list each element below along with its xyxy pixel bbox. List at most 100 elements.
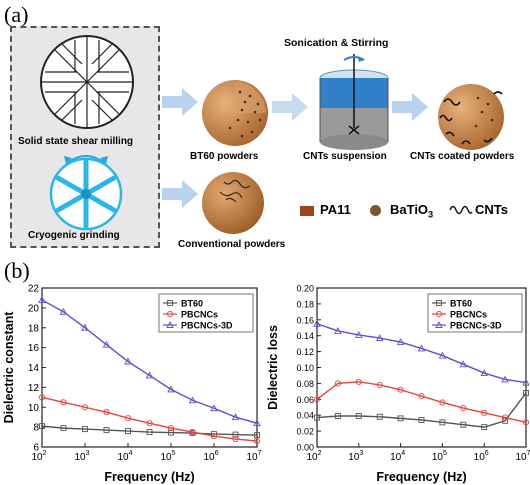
x-tick-label: 105: [432, 450, 447, 463]
data-point: [481, 424, 488, 431]
x-tick-label: 105: [160, 450, 175, 463]
data-point: [522, 378, 530, 386]
legend-marker: [167, 300, 173, 306]
x-tick-base: 10: [203, 452, 215, 463]
data-point: [232, 431, 239, 438]
x-tick-label: 107: [515, 450, 530, 463]
series-1: [313, 378, 530, 426]
x-axis-label: Frequency (Hz): [104, 470, 194, 484]
legend-label: PBCNCs: [181, 310, 218, 320]
data-point: [376, 413, 383, 420]
conventional-caption: Conventional powders: [178, 239, 286, 250]
cryogenic-wheel-icon: [49, 157, 123, 231]
y-tick-label: 18: [28, 323, 40, 334]
x-tick-base: 10: [246, 452, 258, 463]
legend-box: [427, 293, 523, 333]
x-tick-base: 10: [117, 452, 129, 463]
data-point: [418, 393, 425, 400]
x-tick-label: 106: [474, 450, 489, 463]
series-line: [41, 425, 258, 436]
x-axis-label: Frequency (Hz): [376, 470, 466, 484]
data-point: [481, 409, 488, 416]
process-caption: Sonication & Stirring: [284, 37, 389, 49]
data-point: [82, 426, 88, 433]
data-point: [254, 432, 260, 439]
x-tick-base: 10: [432, 452, 444, 463]
data-point: [168, 429, 174, 436]
x-tick-base: 10: [348, 452, 360, 463]
legend-marker: [435, 310, 443, 318]
coated-powder-sphere: [438, 84, 504, 150]
bt60-caption: BT60 powders: [190, 151, 259, 162]
series-2: [38, 295, 261, 427]
data-point: [103, 409, 110, 416]
data-point: [355, 330, 363, 338]
y-axis-label: Dielectric constant: [2, 311, 16, 424]
data-point: [376, 381, 383, 389]
x-tick-exponent: 5: [443, 450, 447, 457]
data-point: [102, 340, 111, 348]
y-tick-label: 0.00: [296, 443, 314, 453]
y-tick-label: 0.10: [296, 363, 314, 373]
data-point: [231, 413, 240, 421]
data-point: [397, 415, 404, 422]
data-point: [355, 378, 362, 385]
data-point: [439, 399, 446, 406]
legend-label: PBCNCs-3D: [181, 321, 233, 331]
batio3-dot: [370, 205, 381, 216]
panel-a-label: (a): [4, 2, 29, 27]
data-point: [375, 334, 384, 342]
y-tick-label: 14: [28, 363, 40, 374]
data-point: [232, 435, 239, 443]
legend-label: BT60: [450, 299, 472, 309]
y-tick-label: 20: [28, 303, 40, 314]
series-line: [316, 323, 527, 384]
x-tick-base: 10: [390, 452, 402, 463]
suspension-caption: CNTs suspension: [303, 151, 387, 162]
x-tick-label: 104: [117, 450, 132, 463]
data-point: [460, 421, 467, 428]
legend-label: PBCNCs: [450, 310, 487, 320]
beaker-icon: [319, 54, 389, 150]
data-point: [501, 375, 509, 383]
data-point: [210, 433, 218, 440]
series-2: [313, 319, 530, 386]
x-tick-base: 10: [515, 452, 527, 463]
legend-marker: [166, 321, 174, 328]
data-point: [253, 437, 261, 445]
x-tick-label: 103: [348, 450, 363, 463]
batio3-sub: 3: [428, 209, 434, 220]
y-tick-label: 0.02: [296, 427, 314, 437]
legend-marker: [435, 321, 443, 328]
y-tick-label: 0.08: [296, 379, 314, 389]
series-0: [39, 423, 260, 439]
y-tick-label: 0.12: [296, 347, 314, 357]
legend-label: BT60: [181, 299, 203, 309]
x-tick-exponent: 6: [215, 450, 219, 457]
data-point: [523, 389, 529, 396]
cryogenic-caption: Cryogenic grinding: [28, 230, 120, 241]
x-tick-exponent: 2: [318, 450, 322, 457]
data-point: [314, 414, 320, 421]
data-point: [210, 404, 218, 412]
milling-caption: Solid state shear milling: [18, 136, 134, 147]
data-point: [418, 417, 425, 423]
x-tick-exponent: 5: [172, 450, 176, 457]
data-point: [125, 428, 131, 435]
data-point: [459, 360, 468, 368]
pa11-swatch: [300, 206, 314, 216]
data-point: [502, 414, 509, 421]
data-point: [480, 369, 488, 377]
x-tick-exponent: 2: [43, 450, 47, 457]
data-point: [103, 427, 110, 434]
conventional-powder-sphere: [202, 172, 264, 234]
y-axis-label: Dielectric loss: [266, 325, 280, 410]
data-point: [313, 396, 321, 403]
y-tick-label: 0.16: [296, 315, 314, 325]
x-tick-exponent: 3: [86, 450, 90, 457]
data-point: [38, 295, 46, 303]
data-point: [81, 404, 89, 411]
data-point: [253, 419, 261, 427]
data-point: [39, 423, 45, 430]
